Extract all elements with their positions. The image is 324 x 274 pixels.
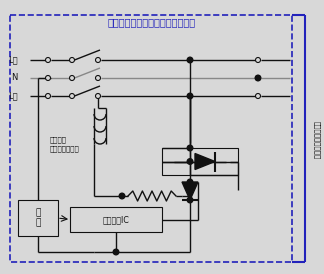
- Bar: [18, 200, 58, 236]
- Bar: [10, 15, 292, 262]
- Circle shape: [96, 93, 100, 98]
- Text: 過電圧検出リード線: 過電圧検出リード線: [314, 121, 320, 159]
- Text: 引外し用: 引外し用: [50, 137, 67, 143]
- Circle shape: [45, 58, 51, 62]
- Polygon shape: [195, 153, 215, 170]
- Circle shape: [256, 76, 260, 81]
- Circle shape: [256, 58, 260, 62]
- Circle shape: [255, 75, 261, 81]
- Text: トリップコイル: トリップコイル: [50, 146, 80, 152]
- Text: カスタムIC: カスタムIC: [103, 215, 129, 224]
- Text: L１: L１: [8, 56, 18, 64]
- Circle shape: [113, 249, 119, 255]
- Circle shape: [187, 145, 193, 151]
- Bar: [162, 148, 238, 175]
- Text: 単３中性線欠相保護付漏電遮断器: 単３中性線欠相保護付漏電遮断器: [108, 17, 196, 27]
- Circle shape: [187, 197, 193, 203]
- Polygon shape: [182, 182, 198, 200]
- Circle shape: [187, 93, 193, 99]
- Circle shape: [70, 76, 75, 81]
- Circle shape: [187, 179, 193, 185]
- Circle shape: [96, 76, 100, 81]
- Text: N: N: [12, 73, 18, 82]
- Circle shape: [187, 159, 193, 164]
- Circle shape: [96, 58, 100, 62]
- Text: L２: L２: [8, 92, 18, 101]
- Circle shape: [45, 76, 51, 81]
- Text: 分
圧: 分 圧: [35, 208, 41, 228]
- Circle shape: [119, 193, 125, 199]
- Circle shape: [70, 93, 75, 98]
- Circle shape: [45, 93, 51, 98]
- Circle shape: [187, 57, 193, 63]
- Circle shape: [256, 93, 260, 98]
- Bar: [70, 207, 162, 232]
- Circle shape: [70, 58, 75, 62]
